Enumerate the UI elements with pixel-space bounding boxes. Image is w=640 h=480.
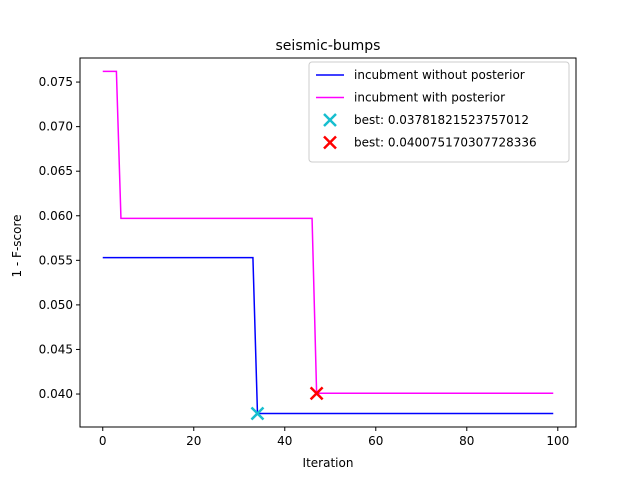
y-tick-label: 0.065	[39, 164, 73, 178]
x-tick-label: 60	[368, 434, 383, 448]
x-tick-label: 20	[186, 434, 201, 448]
y-axis-label: 1 - F-score	[10, 214, 24, 277]
y-tick-label: 0.050	[39, 298, 73, 312]
best-marker-2	[309, 386, 324, 401]
series-line-1	[102, 256, 554, 415]
y-tick-label: 0.070	[39, 120, 73, 134]
legend-label: incubment with posterior	[354, 91, 505, 105]
axes: 0 20 40 60 80 100 0.040 0.045 0.050 0.055 0.060 0.0…	[39, 57, 577, 448]
plot-area	[102, 70, 554, 421]
y-tick-label: 0.055	[39, 253, 73, 267]
legend-item-4: best: 0.040075170307728336	[323, 136, 537, 150]
legend: incubment without posterior incubment wit…	[308, 61, 570, 163]
legend-item-2: incubment with posterior	[316, 91, 505, 105]
x-tick-label: 0	[99, 434, 107, 448]
x-tick-label: 100	[546, 434, 569, 448]
legend-label: best: 0.040075170307728336	[354, 136, 537, 150]
legend-label: best: 0.03781821523757012	[354, 113, 529, 127]
best-marker-1	[250, 406, 265, 421]
legend-item-3: best: 0.03781821523757012	[323, 113, 529, 127]
y-tick-label: 0.060	[39, 209, 73, 223]
series-line-2	[102, 70, 554, 395]
x-tick-label: 40	[277, 434, 292, 448]
legend-item-1: incubment without posterior	[316, 68, 525, 82]
x-tick-label: 80	[459, 434, 474, 448]
y-tick-label: 0.045	[39, 342, 73, 356]
y-tick-label: 0.075	[39, 75, 73, 89]
chart-title: seismic-bumps	[276, 38, 381, 54]
legend-box	[308, 61, 570, 163]
legend-label: incubment without posterior	[354, 68, 525, 82]
axes-frame	[79, 57, 577, 428]
y-tick-label: 0.040	[39, 387, 73, 401]
x-axis-label: Iteration	[303, 456, 354, 470]
